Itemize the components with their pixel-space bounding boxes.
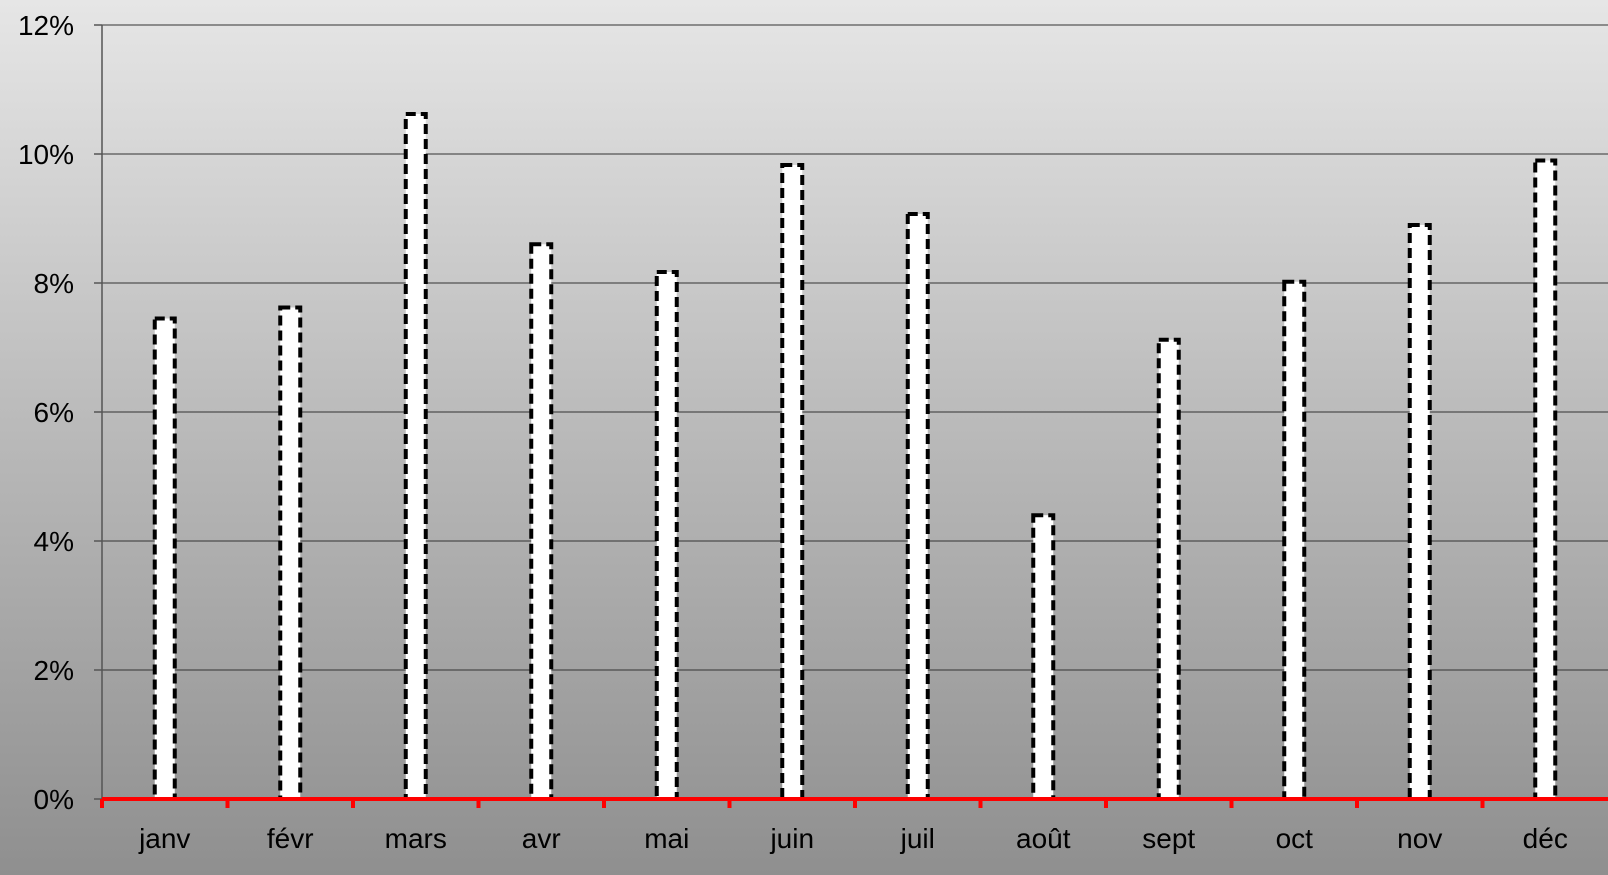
bar-mars: [403, 112, 428, 801]
x-tick-label: août: [1016, 823, 1071, 854]
y-tick-label: 12%: [18, 10, 74, 41]
bars: [152, 112, 1558, 802]
bar-sept: [1156, 337, 1181, 801]
x-tick-label: mai: [644, 823, 689, 854]
x-tick-label: juin: [769, 823, 814, 854]
x-tick-label: oct: [1276, 823, 1314, 854]
bar-oct: [1282, 279, 1307, 801]
x-tick-label: janv: [138, 823, 190, 854]
y-axis-ticks: 0% 2% 4% 6% 8% 10% 12%: [18, 10, 102, 815]
bar-janv: [152, 316, 177, 801]
bar-mai: [654, 270, 679, 802]
gridlines: [102, 24, 1608, 671]
x-tick-label: juil: [900, 823, 935, 854]
x-tick-label: févr: [267, 823, 314, 854]
y-tick-label: 4%: [34, 526, 74, 557]
bar-août: [1031, 513, 1056, 801]
x-tick-label: nov: [1397, 823, 1442, 854]
bar-avr: [529, 242, 554, 802]
bar-nov: [1407, 222, 1432, 801]
x-tick-label: mars: [385, 823, 447, 854]
y-tick-label: 2%: [34, 655, 74, 686]
x-tick-label: déc: [1523, 823, 1568, 854]
bar-juin: [780, 162, 805, 801]
y-tick-label: 6%: [34, 397, 74, 428]
y-tick-label: 10%: [18, 139, 74, 170]
bar-juil: [905, 211, 930, 802]
x-tick-label: sept: [1142, 823, 1195, 854]
y-tick-label: 8%: [34, 268, 74, 299]
x-axis-ticks: janv févr mars avr mai juin juil août sept oct nov…: [100, 799, 1568, 854]
x-tick-label: avr: [522, 823, 561, 854]
bar-déc: [1533, 158, 1558, 801]
y-tick-label: 0%: [34, 784, 74, 815]
bar-févr: [278, 305, 303, 801]
